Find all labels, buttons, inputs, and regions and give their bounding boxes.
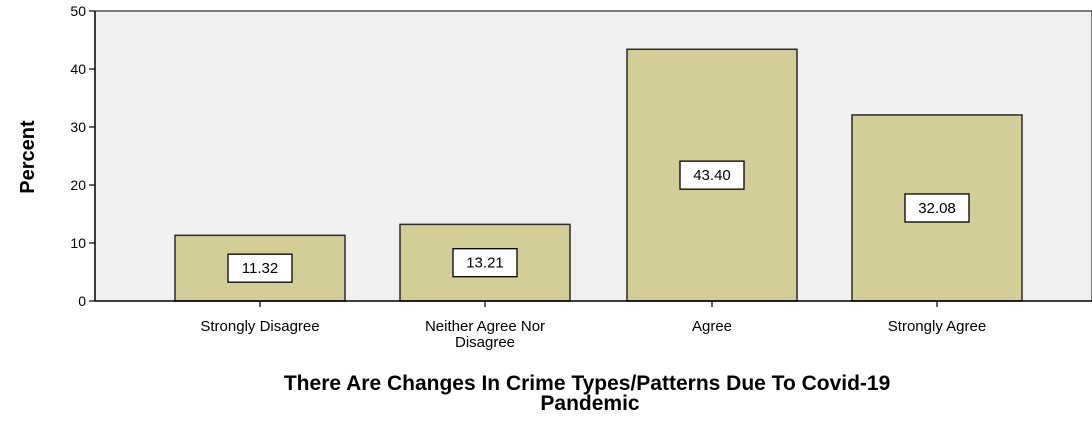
y-axis-title: Percent [17,120,39,194]
data-label-box [904,193,970,223]
y-tick-label: 30 [70,119,86,135]
data-label-text: 32.08 [918,200,956,217]
data-label-box [227,253,293,283]
data-label-text: 11.32 [242,260,278,277]
x-tick-label: Neither Agree Nor Disagree [425,318,545,351]
data-label-text: 13.21 [466,255,504,272]
x-axis-title: There Are Changes In Crime Types/Pattern… [284,372,896,415]
x-axis-title-line: Pandemic [540,392,640,415]
data-label: 43.40 [679,160,745,190]
y-tick-label: 50 [70,3,86,19]
data-label-box [452,248,518,278]
data-label: 13.21 [452,248,518,278]
data-label-box [679,160,745,190]
data-label: 11.32 [227,253,293,283]
y-tick-label: 40 [70,61,86,77]
data-label: 32.08 [904,193,970,223]
data-labels-layer: 11.32 13.21 43.40 32.08 [227,160,970,283]
x-ticks-layer: Strongly Disagree Neither Agree Nor Disagr… [200,301,986,351]
y-ticks-layer: 0 10 20 30 40 50 [70,3,95,309]
axis-layer [94,11,1092,302]
x-tick-label: Agree [692,318,732,335]
y-tick-label: 0 [78,293,86,309]
data-label-text: 43.40 [693,167,731,184]
x-axis-title-line: There Are Changes In Crime Types/Pattern… [284,372,890,395]
y-tick-label: 10 [70,235,86,251]
x-tick-label: Strongly Disagree [200,318,319,335]
x-tick-label: Strongly Agree [888,318,986,335]
y-tick-label: 20 [70,177,86,193]
